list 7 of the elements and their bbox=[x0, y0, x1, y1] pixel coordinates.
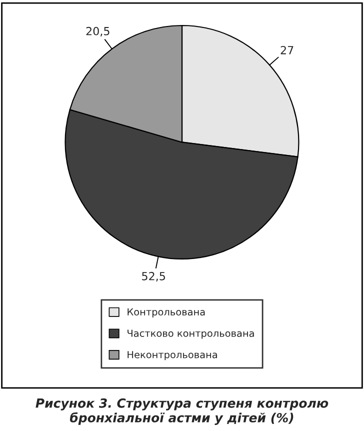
data-label: 52,5 bbox=[142, 272, 165, 282]
data-label: 20,5 bbox=[86, 26, 110, 36]
legend-label: Контрольована bbox=[128, 308, 205, 318]
legend-label: Неконтрольована bbox=[128, 351, 217, 360]
text: Рисунок 3. Структура ступеня контролю бронхіальної астми у дітей (%) bbox=[36, 398, 328, 425]
data-label: 27 bbox=[280, 46, 294, 54]
legend-label: Частково контрольована bbox=[128, 330, 254, 339]
